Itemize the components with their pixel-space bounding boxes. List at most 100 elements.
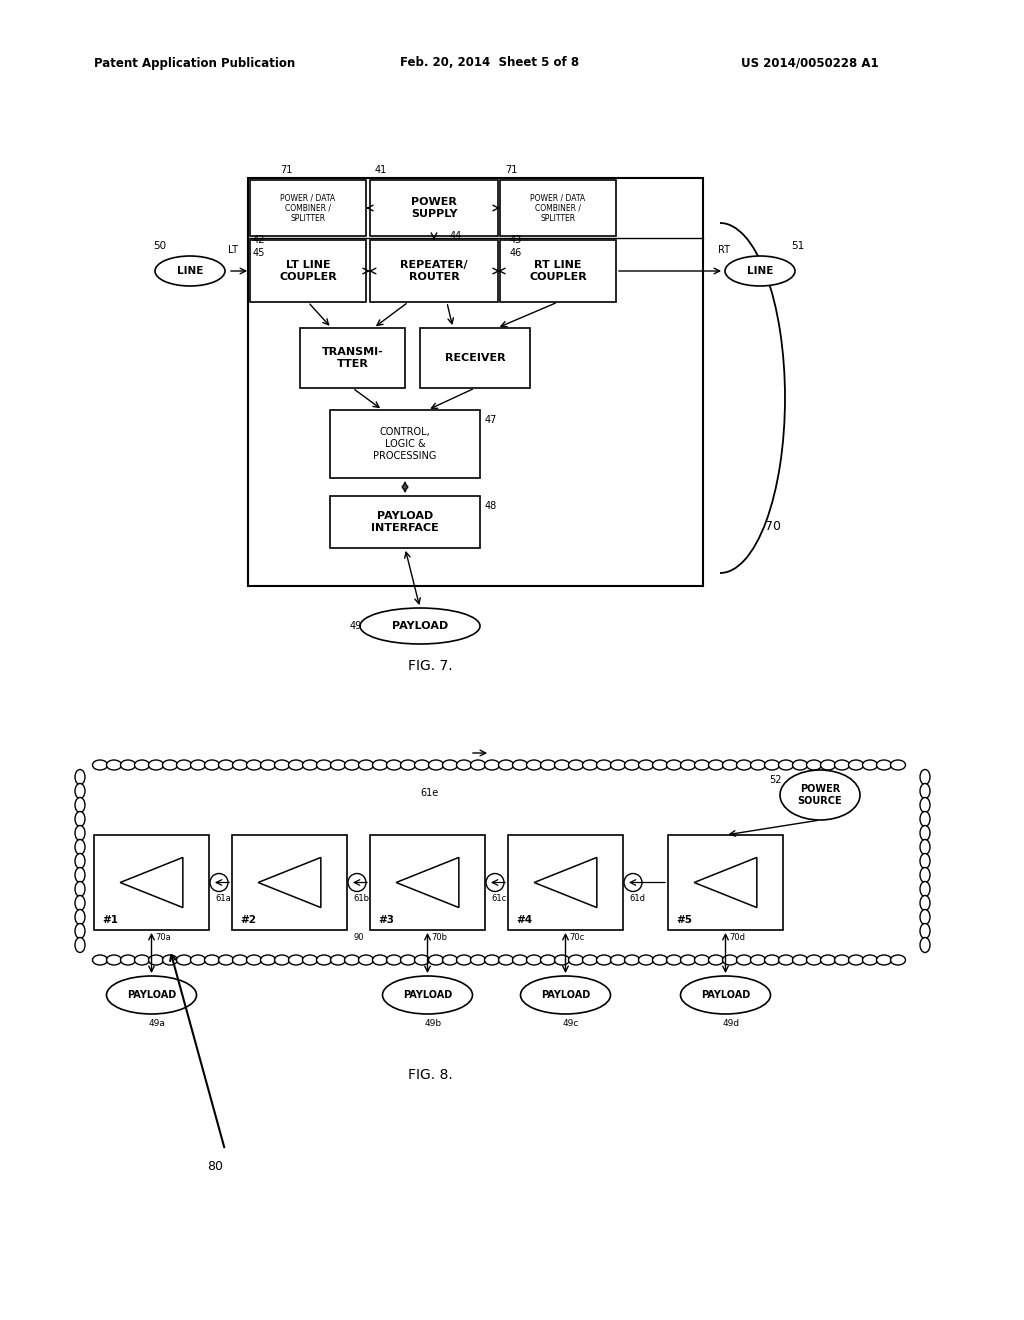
Text: US 2014/0050228 A1: US 2014/0050228 A1 — [741, 57, 879, 70]
Bar — [668, 836, 783, 931]
Ellipse shape — [218, 760, 233, 770]
Ellipse shape — [247, 760, 261, 770]
Text: LINE: LINE — [177, 267, 203, 276]
Ellipse shape — [75, 770, 85, 784]
Ellipse shape — [428, 760, 443, 770]
Ellipse shape — [218, 954, 233, 965]
Ellipse shape — [499, 760, 513, 770]
Ellipse shape — [835, 954, 850, 965]
Text: POWER / DATA
COMBINER /
SPLITTER: POWER / DATA COMBINER / SPLITTER — [281, 193, 336, 223]
Ellipse shape — [92, 954, 108, 965]
Ellipse shape — [723, 954, 737, 965]
Ellipse shape — [920, 770, 930, 784]
Ellipse shape — [778, 760, 794, 770]
Ellipse shape — [331, 760, 345, 770]
Ellipse shape — [709, 954, 724, 965]
Text: 49: 49 — [350, 620, 362, 631]
Text: 52: 52 — [769, 775, 782, 785]
Text: Patent Application Publication: Patent Application Publication — [94, 57, 296, 70]
Ellipse shape — [667, 954, 682, 965]
Ellipse shape — [512, 954, 527, 965]
Ellipse shape — [457, 954, 471, 965]
Bar — [250, 240, 366, 302]
Ellipse shape — [121, 954, 135, 965]
Ellipse shape — [484, 954, 500, 965]
Ellipse shape — [121, 760, 135, 770]
Text: 71: 71 — [280, 165, 293, 176]
Ellipse shape — [555, 954, 569, 965]
Ellipse shape — [358, 760, 374, 770]
Text: 90: 90 — [353, 933, 364, 942]
Ellipse shape — [807, 954, 821, 965]
Ellipse shape — [75, 812, 85, 826]
Ellipse shape — [681, 954, 695, 965]
Text: REPEATER/
ROUTER: REPEATER/ ROUTER — [400, 260, 468, 281]
Ellipse shape — [920, 784, 930, 799]
Ellipse shape — [415, 954, 429, 965]
Ellipse shape — [807, 760, 821, 770]
Ellipse shape — [75, 825, 85, 841]
Text: TRANSMI-
TTER: TRANSMI- TTER — [322, 347, 383, 368]
Polygon shape — [258, 858, 321, 908]
Text: 61e: 61e — [420, 788, 438, 799]
Ellipse shape — [316, 954, 332, 965]
Ellipse shape — [176, 954, 191, 965]
Polygon shape — [120, 858, 183, 908]
Ellipse shape — [400, 954, 416, 965]
Ellipse shape — [400, 760, 416, 770]
Ellipse shape — [302, 954, 317, 965]
Ellipse shape — [316, 760, 332, 770]
Text: #5: #5 — [676, 915, 692, 925]
Text: LT: LT — [228, 246, 238, 255]
Ellipse shape — [793, 760, 808, 770]
Ellipse shape — [862, 954, 878, 965]
Ellipse shape — [736, 760, 752, 770]
Ellipse shape — [820, 954, 836, 965]
Text: POWER
SUPPLY: POWER SUPPLY — [411, 197, 458, 219]
Ellipse shape — [163, 954, 177, 965]
Ellipse shape — [486, 874, 504, 891]
Ellipse shape — [386, 954, 401, 965]
Text: 70: 70 — [765, 520, 781, 532]
Ellipse shape — [526, 760, 542, 770]
Ellipse shape — [386, 760, 401, 770]
Ellipse shape — [75, 882, 85, 896]
Text: FIG. 8.: FIG. 8. — [408, 1068, 453, 1082]
Text: 71: 71 — [505, 165, 517, 176]
Ellipse shape — [765, 954, 779, 965]
Ellipse shape — [190, 760, 206, 770]
Text: PAYLOAD: PAYLOAD — [392, 620, 449, 631]
Text: RT: RT — [718, 246, 730, 255]
Ellipse shape — [709, 760, 724, 770]
Text: #4: #4 — [516, 915, 532, 925]
Ellipse shape — [920, 812, 930, 826]
Ellipse shape — [205, 954, 219, 965]
Ellipse shape — [373, 760, 387, 770]
Text: RECEIVER: RECEIVER — [444, 352, 505, 363]
Ellipse shape — [75, 784, 85, 799]
Ellipse shape — [176, 760, 191, 770]
Ellipse shape — [470, 954, 485, 965]
Ellipse shape — [134, 760, 150, 770]
Ellipse shape — [75, 840, 85, 854]
Text: 50: 50 — [154, 242, 167, 251]
Ellipse shape — [274, 954, 290, 965]
Ellipse shape — [862, 760, 878, 770]
Ellipse shape — [163, 760, 177, 770]
Ellipse shape — [470, 760, 485, 770]
Text: #1: #1 — [102, 915, 118, 925]
Text: 70c: 70c — [569, 933, 585, 942]
Ellipse shape — [751, 954, 766, 965]
Bar — [232, 836, 347, 931]
Ellipse shape — [920, 882, 930, 896]
Ellipse shape — [652, 760, 668, 770]
Ellipse shape — [331, 954, 345, 965]
Ellipse shape — [568, 760, 584, 770]
Ellipse shape — [849, 760, 863, 770]
Ellipse shape — [415, 760, 429, 770]
Text: 61a: 61a — [215, 894, 230, 903]
Ellipse shape — [920, 854, 930, 869]
Ellipse shape — [652, 954, 668, 965]
Ellipse shape — [205, 760, 219, 770]
Text: 49d: 49d — [723, 1019, 739, 1027]
